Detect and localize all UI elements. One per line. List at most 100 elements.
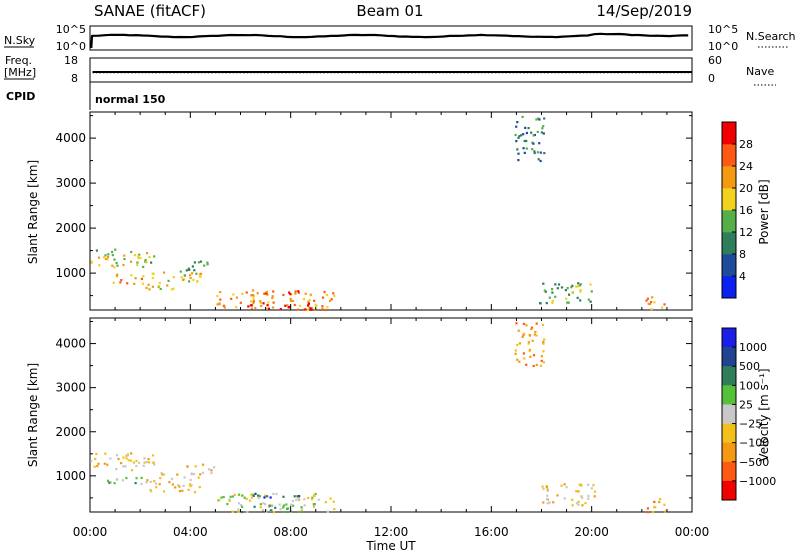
data-cell — [106, 258, 109, 261]
freq-unit: [MHz] — [4, 66, 36, 79]
data-cell — [240, 511, 243, 514]
data-cell — [272, 301, 275, 304]
data-cell — [141, 282, 144, 285]
data-cell — [646, 297, 649, 300]
data-cell — [298, 498, 301, 502]
data-cell — [134, 482, 137, 485]
data-cell — [535, 363, 538, 366]
data-cell — [189, 478, 192, 482]
data-cell — [514, 352, 517, 355]
data-cell — [250, 493, 253, 496]
data-cell — [528, 349, 531, 352]
data-cell — [194, 465, 197, 468]
data-cell — [577, 500, 580, 503]
data-cell — [514, 349, 517, 352]
data-cell — [329, 497, 332, 500]
data-cell — [525, 131, 528, 135]
data-cell — [109, 457, 112, 460]
data-cell — [216, 294, 219, 298]
data-cell — [245, 497, 248, 500]
data-cell — [151, 454, 155, 457]
data-cell — [321, 296, 325, 299]
data-cell — [152, 461, 155, 464]
data-cell — [158, 281, 161, 285]
data-cell — [523, 139, 526, 143]
nave-tick-top: 60 — [708, 54, 722, 67]
data-cell — [286, 304, 289, 307]
data-cell — [147, 283, 150, 286]
data-cell — [590, 290, 593, 293]
data-cell — [328, 299, 332, 303]
data-cell — [172, 287, 175, 290]
data-cell — [111, 250, 114, 254]
data-cell — [151, 285, 154, 288]
data-cell — [330, 298, 333, 301]
data-cell — [571, 504, 574, 507]
data-cell — [241, 292, 244, 295]
data-cell — [267, 307, 271, 310]
data-cell — [522, 352, 525, 355]
data-cell — [252, 300, 255, 303]
data-cell — [296, 495, 299, 498]
data-cell — [540, 131, 543, 134]
data-cell — [284, 304, 287, 307]
data-cell — [296, 308, 300, 311]
data-cell — [533, 133, 536, 137]
data-cell — [153, 480, 156, 483]
data-cell — [266, 293, 269, 296]
data-cell — [292, 504, 295, 507]
data-cell — [188, 280, 191, 283]
data-cell — [575, 502, 578, 505]
data-cell — [532, 364, 535, 368]
data-cell — [539, 159, 542, 163]
data-cell — [231, 510, 234, 513]
data-cell — [545, 486, 548, 489]
colorbar-swatch — [722, 423, 736, 443]
colorbar-swatch — [722, 166, 736, 189]
data-cell — [107, 253, 110, 256]
data-cell — [545, 498, 548, 501]
data-cell — [564, 289, 567, 292]
data-cell — [325, 293, 329, 297]
data-cell — [222, 495, 225, 499]
data-cell — [130, 452, 133, 455]
data-cell — [282, 504, 285, 507]
data-cell — [518, 360, 521, 363]
colorbar-swatch — [722, 276, 736, 299]
velocity-scatter-cells — [90, 322, 667, 514]
data-cell — [532, 134, 535, 137]
data-cell — [332, 292, 335, 295]
data-cell — [522, 322, 525, 325]
data-cell — [113, 266, 116, 269]
data-cell — [230, 297, 233, 300]
data-cell — [542, 361, 545, 364]
y-tick-label: 3000 — [55, 176, 86, 190]
data-cell — [515, 140, 518, 143]
data-cell — [145, 461, 148, 464]
data-cell — [282, 510, 285, 513]
data-cell — [90, 460, 93, 463]
data-cell — [222, 304, 225, 307]
data-cell — [314, 492, 317, 496]
data-cell — [516, 343, 519, 347]
data-cell — [139, 256, 142, 260]
colorbar-tick-label: 25 — [739, 398, 753, 411]
data-cell — [198, 486, 201, 489]
data-cell — [579, 289, 582, 292]
data-cell — [199, 473, 202, 476]
data-cell — [109, 481, 112, 484]
data-cell — [104, 257, 107, 261]
data-cell — [307, 304, 310, 307]
nsky-tick-bottom: 10^0 — [56, 40, 86, 53]
data-cell — [648, 303, 652, 306]
data-cell — [289, 293, 292, 296]
data-cell — [250, 304, 253, 307]
data-cell — [272, 492, 275, 495]
data-cell — [333, 294, 336, 297]
data-cell — [274, 506, 277, 509]
colorbar-swatch — [722, 254, 736, 277]
data-cell — [321, 305, 324, 308]
station-title: SANAE (fitACF) — [94, 2, 206, 20]
data-cell — [182, 484, 185, 487]
